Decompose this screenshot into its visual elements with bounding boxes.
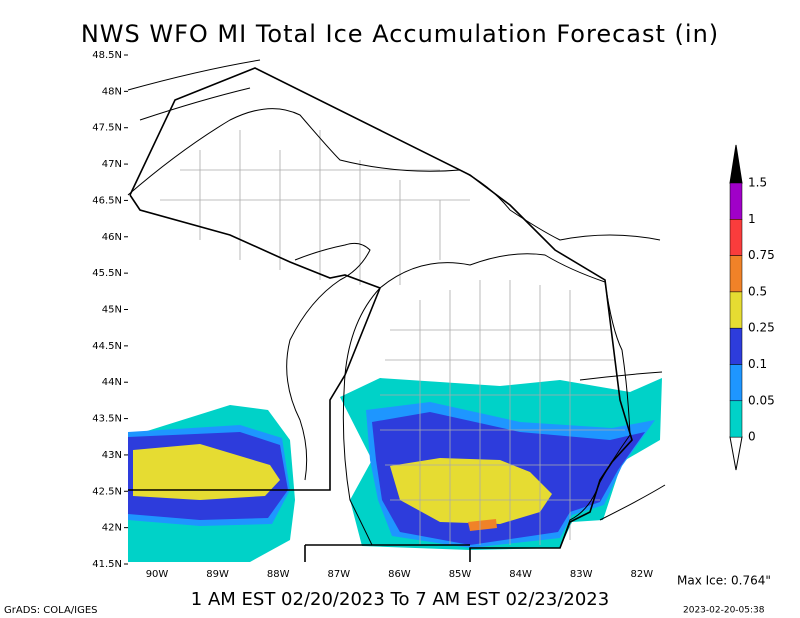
lat-labels: 48.5N 48N 47.5N 47N 46.5N 46N 45.5N 45N 44.5N 44N… (92, 50, 128, 570)
shoreline (127, 108, 661, 241)
colorbar-label: 0.1 (748, 357, 767, 371)
lat-label: 44.5N (92, 341, 122, 352)
max-ice: Max Ice: 0.764" (677, 574, 771, 588)
shoreline (342, 287, 381, 546)
lat-label: 45.5N (92, 268, 122, 279)
colorbar-segment (729, 255, 743, 293)
lat-label: 47N (102, 159, 122, 170)
colorbar-segment (729, 291, 743, 329)
lat-label: 43N (102, 450, 122, 461)
state-border (128, 194, 382, 491)
lat-label: 41.5N (92, 559, 122, 570)
lat-label: 43.5N (92, 414, 122, 425)
ice-region (390, 458, 552, 524)
lon-label: 86W (388, 569, 411, 580)
colorbar-label: 0 (748, 430, 756, 444)
lat-label: 46.5N (92, 195, 122, 206)
shoreline (286, 242, 371, 481)
lat-label: 48.5N (92, 50, 122, 61)
lat-label: 48N (102, 86, 122, 97)
colorbar-end (729, 436, 743, 471)
title: NWS WFO MI Total Ice Accumulation Foreca… (81, 20, 719, 48)
lon-label: 82W (630, 569, 653, 580)
wfo-border (129, 67, 633, 562)
timestamp: 2023-02-20-05:38 (683, 606, 765, 616)
lat-label: 46N (102, 232, 122, 243)
colorbar-label: 0.25 (748, 321, 775, 335)
lon-label: 83W (570, 569, 593, 580)
colorbar-segment (729, 364, 743, 402)
lat-label: 42.5N (92, 486, 122, 497)
colorbar: 1.5 1 0.75 0.5 0.25 0.1 0.05 0 (729, 144, 775, 471)
lon-label: 87W (327, 569, 350, 580)
county-lines (160, 130, 625, 545)
lat-label: 47.5N (92, 123, 122, 134)
lon-label: 84W (509, 569, 532, 580)
lon-label: 85W (449, 569, 472, 580)
ice-region (133, 444, 280, 500)
lon-label: 88W (267, 569, 290, 580)
lon-label: 89W (206, 569, 229, 580)
shoreline (127, 59, 666, 521)
valid-period: 1 AM EST 02/20/2023 To 7 AM EST 02/23/20… (191, 589, 609, 610)
colorbar-label: 1.5 (748, 176, 767, 190)
colorbar-segment (729, 219, 743, 256)
lon-labels: 90W 89W 88W 87W 86W 85W 84W 83W 82W (146, 569, 654, 580)
colorbar-end (729, 144, 743, 184)
colorbar-label: 0.75 (748, 248, 775, 262)
lat-label: 42N (102, 523, 122, 534)
colorbar-label: 0.05 (748, 393, 775, 407)
colorbar-segment (729, 182, 743, 220)
lat-label: 45N (102, 305, 122, 316)
map-frame (127, 59, 666, 562)
colorbar-label: 0.5 (748, 284, 767, 298)
colorbar-label: 1 (748, 212, 756, 226)
colorbar-segment (729, 400, 743, 438)
ice-region (468, 519, 497, 531)
lat-label: 44N (102, 377, 122, 388)
lon-label: 90W (146, 569, 169, 580)
credit: GrADS: COLA/IGES (4, 605, 98, 616)
colorbar-segment (729, 327, 743, 365)
